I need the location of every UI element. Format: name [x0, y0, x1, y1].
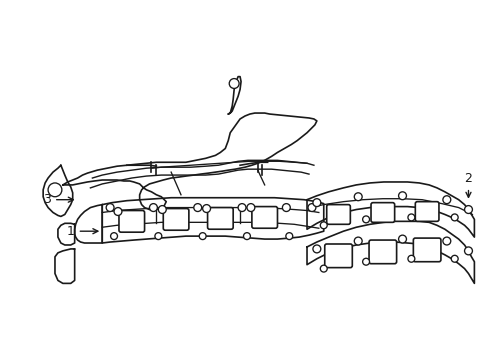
- FancyBboxPatch shape: [370, 203, 394, 222]
- Circle shape: [238, 204, 245, 212]
- FancyBboxPatch shape: [324, 244, 351, 267]
- Circle shape: [114, 208, 122, 215]
- Polygon shape: [63, 113, 316, 210]
- Circle shape: [320, 222, 326, 229]
- Polygon shape: [75, 204, 102, 243]
- Circle shape: [398, 192, 406, 200]
- Polygon shape: [55, 249, 75, 283]
- Circle shape: [199, 233, 205, 239]
- Circle shape: [442, 237, 450, 245]
- Circle shape: [362, 258, 369, 265]
- Circle shape: [407, 214, 414, 221]
- Polygon shape: [43, 165, 73, 216]
- Circle shape: [149, 204, 157, 212]
- FancyBboxPatch shape: [207, 208, 233, 229]
- Circle shape: [307, 204, 315, 212]
- Polygon shape: [228, 77, 241, 114]
- Circle shape: [229, 78, 239, 89]
- Circle shape: [353, 237, 362, 245]
- Circle shape: [353, 193, 362, 201]
- Circle shape: [246, 204, 254, 212]
- Circle shape: [106, 204, 114, 212]
- Circle shape: [442, 196, 450, 204]
- Circle shape: [362, 216, 369, 223]
- Circle shape: [312, 245, 320, 253]
- Polygon shape: [306, 221, 473, 283]
- Circle shape: [450, 214, 457, 221]
- Circle shape: [155, 233, 162, 239]
- Polygon shape: [306, 182, 473, 237]
- Circle shape: [110, 233, 117, 239]
- FancyBboxPatch shape: [163, 208, 188, 230]
- Circle shape: [48, 183, 62, 197]
- FancyBboxPatch shape: [368, 240, 396, 264]
- FancyBboxPatch shape: [251, 207, 277, 228]
- Circle shape: [285, 233, 292, 239]
- Circle shape: [407, 255, 414, 262]
- FancyBboxPatch shape: [412, 238, 440, 262]
- Circle shape: [193, 204, 201, 212]
- Circle shape: [464, 247, 471, 255]
- Circle shape: [450, 255, 457, 262]
- Circle shape: [202, 204, 210, 212]
- Circle shape: [243, 233, 250, 239]
- Circle shape: [312, 199, 320, 207]
- Polygon shape: [58, 223, 75, 245]
- FancyBboxPatch shape: [119, 211, 144, 232]
- FancyBboxPatch shape: [326, 204, 349, 224]
- Circle shape: [158, 206, 166, 213]
- Circle shape: [464, 206, 471, 213]
- Text: 3: 3: [43, 193, 73, 206]
- FancyBboxPatch shape: [414, 202, 438, 221]
- Circle shape: [320, 265, 326, 272]
- Circle shape: [282, 204, 290, 212]
- Circle shape: [398, 235, 406, 243]
- Text: 1: 1: [67, 225, 98, 238]
- Polygon shape: [102, 198, 323, 243]
- Text: 2: 2: [464, 172, 471, 197]
